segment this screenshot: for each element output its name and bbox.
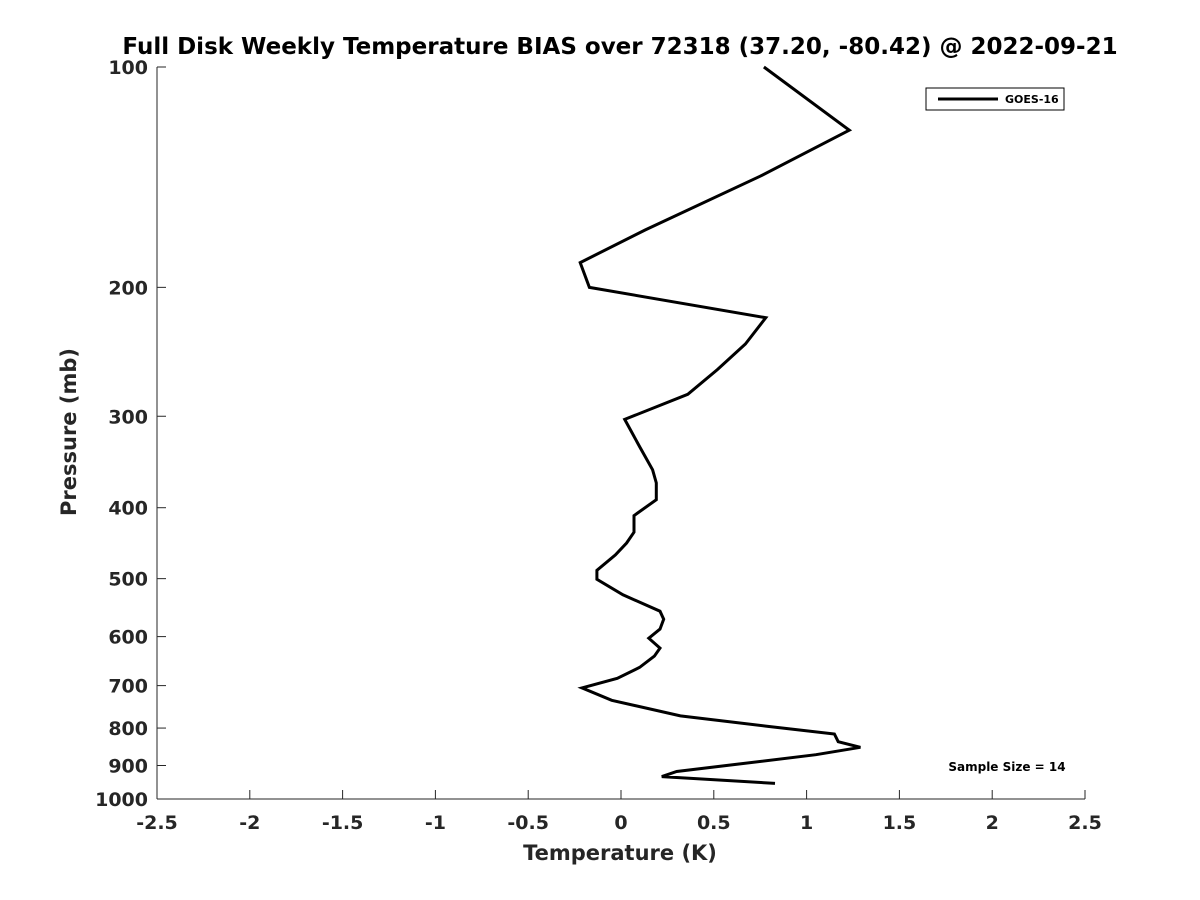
legend: GOES-16 xyxy=(925,87,1065,111)
x-axis-ticks: -2.5 -2 -1.5 -1 -0.5 0 0.5 1 1.5 2 2.5 xyxy=(136,790,1102,834)
x-tick-label: -1 xyxy=(425,812,446,834)
y-tick-label: 400 xyxy=(108,498,148,520)
x-tick-label: -1.5 xyxy=(322,812,364,834)
x-axis-label: Temperature (K) xyxy=(523,841,717,865)
x-tick-label: 1.5 xyxy=(883,812,917,834)
series-layer xyxy=(577,65,861,785)
series-line-goes-16 xyxy=(577,65,861,785)
chart-title: Full Disk Weekly Temperature BIAS over 7… xyxy=(122,34,1117,60)
y-tick-label: 500 xyxy=(108,569,148,591)
x-tick-label: -2 xyxy=(239,812,260,834)
legend-label-goes-16: GOES-16 xyxy=(1005,93,1059,106)
x-tick-label: 0.5 xyxy=(697,812,731,834)
sample-size-annotation: Sample Size = 14 xyxy=(948,760,1065,774)
y-tick-label: 800 xyxy=(108,718,148,740)
x-tick-label: 1 xyxy=(800,812,813,834)
x-tick-label: 2.5 xyxy=(1068,812,1102,834)
y-tick-label: 600 xyxy=(108,627,148,649)
y-tick-label: 900 xyxy=(108,756,148,778)
y-axis-label: Pressure (mb) xyxy=(57,348,81,516)
y-tick-label: 100 xyxy=(108,57,148,79)
x-tick-label: -0.5 xyxy=(507,812,549,834)
y-tick-label: 200 xyxy=(108,277,148,299)
x-tick-label: 0 xyxy=(614,812,627,834)
y-axis-ticks: 100 200 300 400 500 600 700 800 900 1000 xyxy=(95,57,166,811)
x-tick-label: -2.5 xyxy=(136,812,178,834)
y-tick-label: 700 xyxy=(108,676,148,698)
y-tick-label: 1000 xyxy=(95,789,148,811)
y-tick-label: 300 xyxy=(108,406,148,428)
x-tick-label: 2 xyxy=(986,812,999,834)
